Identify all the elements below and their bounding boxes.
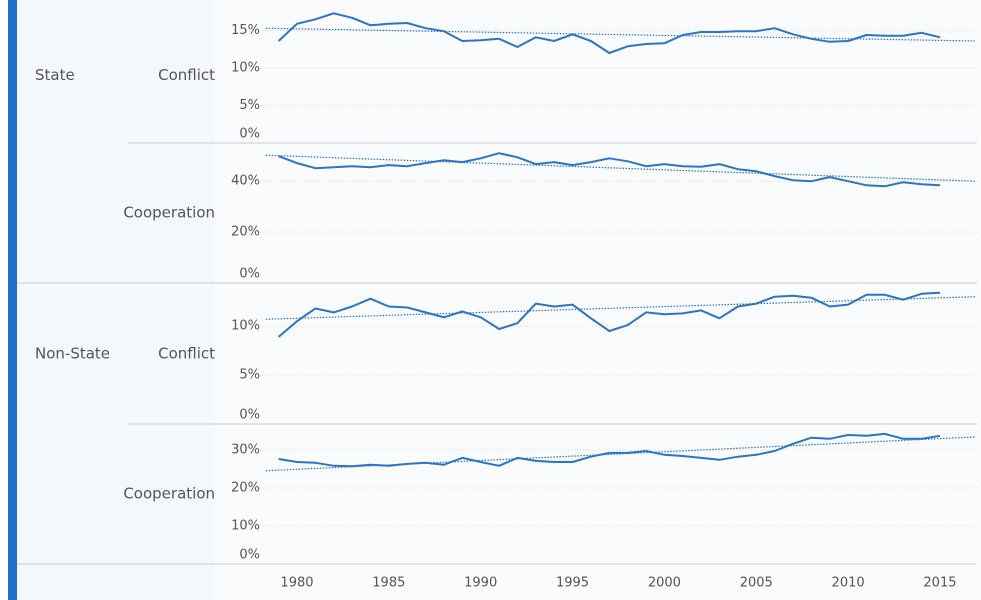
y-tick-label: 20%: [231, 480, 260, 495]
x-tick-label: 2000: [648, 576, 681, 591]
y-tick-label: 30%: [231, 442, 260, 457]
series-line: [278, 432, 941, 468]
group-label: State: [35, 66, 75, 84]
x-tick-label: 1990: [464, 576, 497, 591]
y-tick-label: 15%: [231, 23, 260, 38]
trend-line: [265, 154, 975, 182]
y-tick-label: 5%: [239, 98, 260, 113]
series-line: [277, 291, 941, 338]
measure-label: Conflict: [158, 66, 215, 84]
series-line: [278, 152, 941, 188]
y-tick-label: 10%: [231, 518, 260, 533]
measure-label: Cooperation: [123, 204, 215, 222]
y-tick-label: 20%: [231, 225, 260, 240]
y-tick-label: 10%: [231, 319, 260, 334]
y-tick-label: 10%: [231, 61, 260, 76]
group-label: Non-State: [35, 345, 110, 363]
plot-bg: [215, 0, 981, 600]
x-tick-label: 1995: [556, 576, 589, 591]
measure-label: Cooperation: [123, 485, 215, 503]
y-tick-label: 0%: [239, 408, 260, 423]
y-tick-label: 40%: [231, 174, 260, 189]
accent-bar: [8, 0, 17, 600]
x-tick-label: 1980: [280, 576, 313, 591]
x-tick-label: 2015: [923, 576, 956, 591]
header-bg: [17, 0, 215, 600]
y-tick-label: 0%: [239, 267, 260, 282]
y-tick-label: 0%: [239, 548, 260, 563]
y-tick-label: 5%: [239, 368, 260, 383]
measure-label: Conflict: [158, 345, 215, 363]
x-tick-label: 2010: [832, 576, 865, 591]
series-line: [277, 12, 941, 54]
x-tick-label: 1985: [372, 576, 405, 591]
y-tick-label: 0%: [239, 127, 260, 142]
x-tick-label: 2005: [740, 576, 773, 591]
